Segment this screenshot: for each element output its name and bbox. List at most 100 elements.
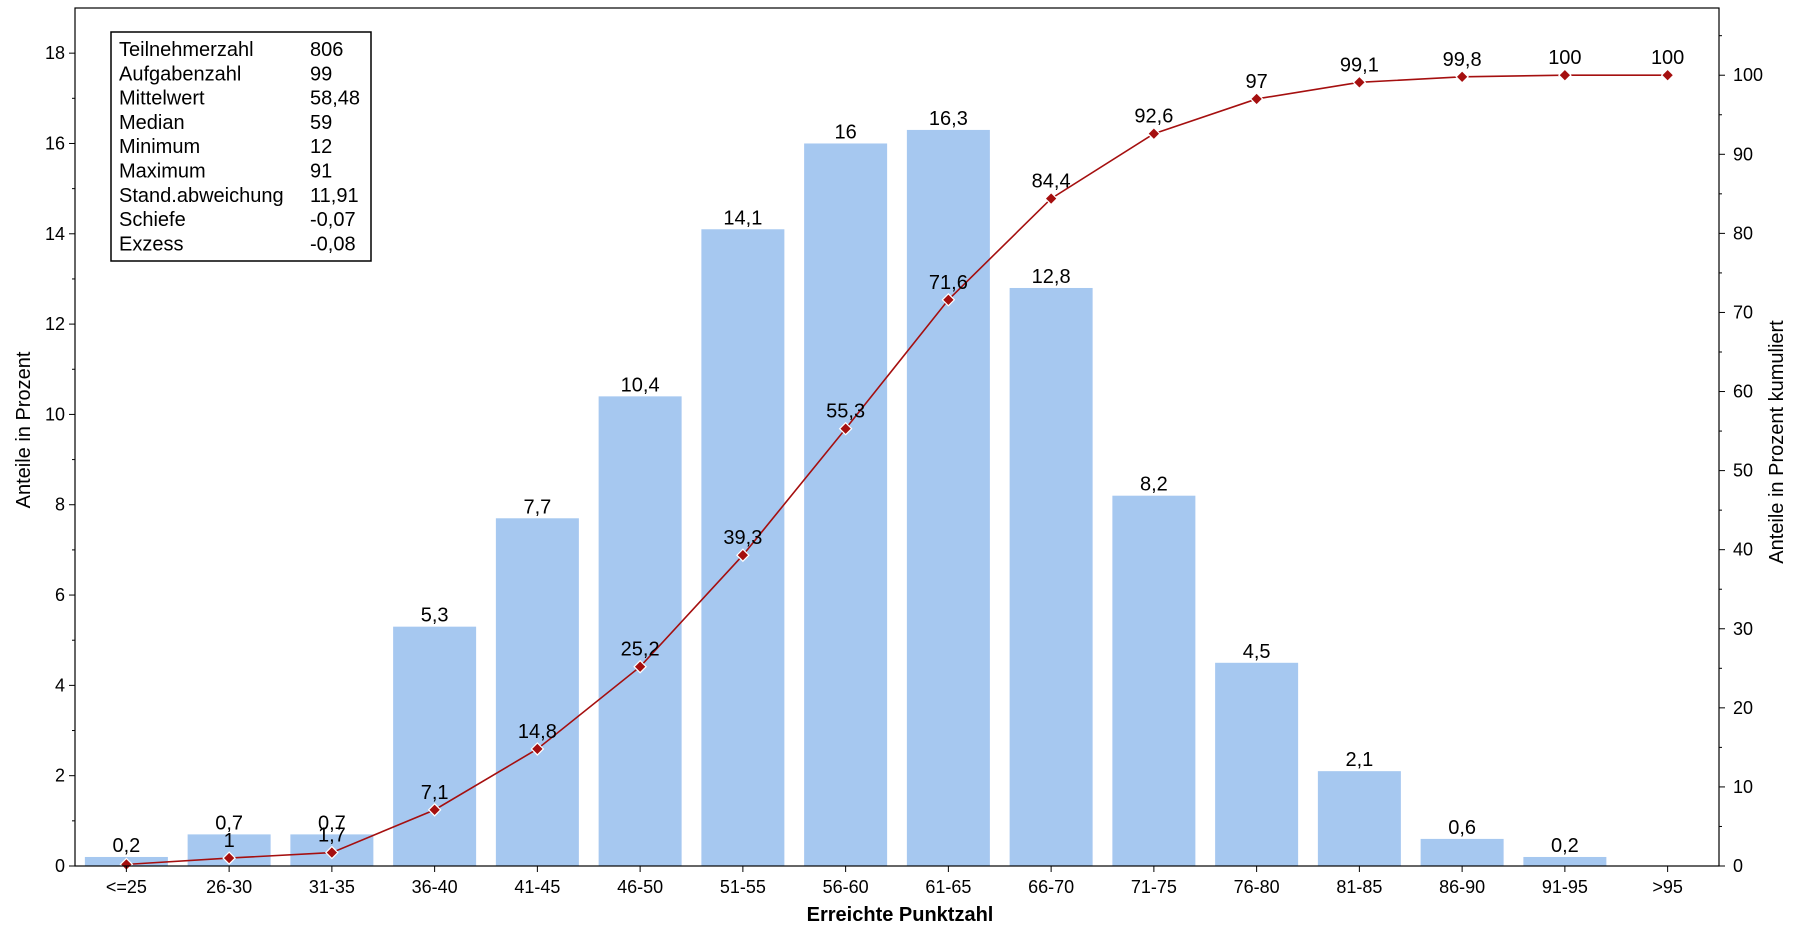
y-tick-label-right: 90	[1733, 144, 1753, 164]
cumulative-value-label: 99,1	[1340, 54, 1379, 76]
bar	[1009, 287, 1093, 866]
bar-value-label: 14,1	[723, 207, 762, 229]
stats-value: -0,08	[310, 233, 356, 255]
stats-key: Stand.abweichung	[119, 185, 284, 207]
cumulative-value-label: 1	[224, 830, 235, 852]
y-tick-label-right: 100	[1733, 65, 1763, 85]
cumulative-value-label: 92,6	[1134, 106, 1173, 128]
y-tick-label-left: 10	[45, 404, 65, 424]
cumulative-value-label: 100	[1651, 47, 1684, 69]
cumulative-point	[941, 292, 956, 307]
stats-key: Aufgabenzahl	[119, 63, 241, 85]
bar-value-label: 4,5	[1243, 641, 1271, 663]
bar	[1523, 856, 1607, 866]
x-tick-label: 26-30	[206, 877, 252, 897]
bar	[804, 143, 888, 866]
cumulative-point	[1558, 68, 1572, 83]
cumulative-point	[736, 548, 750, 563]
bar	[906, 129, 990, 866]
stats-value: 59	[310, 112, 332, 134]
stats-key: Schiefe	[119, 209, 186, 231]
bar-value-label: 8,2	[1140, 474, 1168, 496]
x-tick-label: 71-75	[1131, 877, 1177, 897]
x-tick-label: 86-90	[1439, 877, 1485, 897]
x-axis-title: Erreichte Punktzahl	[807, 904, 994, 925]
y-tick-label-left: 12	[45, 314, 65, 334]
x-tick-label: 36-40	[412, 877, 458, 897]
x-tick-label: 56-60	[823, 877, 869, 897]
y-tick-label-right: 60	[1733, 382, 1753, 402]
bar-value-label: 0,2	[1551, 835, 1579, 857]
y-tick-label-right: 80	[1733, 223, 1753, 243]
stats-value: 12	[310, 136, 332, 158]
cumulative-data-labels: 1 1,7 7,1 14,8 25,2 39,3 55,3 71,6 84,4 92,6 97 99,…	[224, 47, 1685, 852]
bar	[598, 396, 682, 866]
y-tick-label-left: 8	[55, 495, 65, 515]
x-tick-label: 91-95	[1542, 877, 1588, 897]
statistics-box: Teilnehmerzahl 806 Aufgabenzahl 99 Mittelwer…	[110, 31, 372, 262]
cumulative-point	[1455, 69, 1469, 84]
stats-key: Median	[119, 112, 185, 134]
bar-value-label: 0,6	[1448, 817, 1476, 839]
cumulative-point	[838, 421, 853, 436]
y-tick-label-left: 0	[55, 856, 65, 876]
cumulative-value-label: 100	[1548, 47, 1581, 69]
stats-value: 99	[310, 63, 332, 85]
bar	[1112, 495, 1196, 866]
cumulative-point	[530, 742, 545, 756]
x-tick-label: 31-35	[309, 877, 355, 897]
cumulative-point	[325, 845, 339, 860]
bar	[1317, 771, 1401, 866]
bar-value-label: 10,4	[621, 374, 660, 396]
y-tick-label-right: 50	[1733, 461, 1753, 481]
stats-value: 806	[310, 39, 343, 61]
y-tick-label-right: 0	[1733, 856, 1743, 876]
bar-value-label: 12,8	[1032, 266, 1071, 288]
cumulative-point	[1352, 75, 1367, 90]
stats-value: 11,91	[310, 185, 359, 207]
x-tick-label: 66-70	[1028, 877, 1074, 897]
cumulative-line-series	[119, 68, 1675, 872]
cumulative-value-label: 71,6	[929, 272, 968, 294]
x-tick-label: <=25	[106, 877, 147, 897]
cumulative-value-label: 97	[1246, 71, 1268, 93]
y-tick-label-left: 18	[45, 43, 65, 63]
y-tick-label-left: 4	[55, 675, 65, 695]
stats-value: -0,07	[310, 209, 356, 231]
bar-value-label: 16	[835, 121, 857, 143]
bar	[1215, 662, 1299, 866]
stats-value: 58,48	[310, 88, 360, 110]
x-tick-label: 51-55	[720, 877, 766, 897]
y-tick-label-left: 16	[45, 133, 65, 153]
plot-frame	[74, 7, 1720, 867]
cumulative-value-label: 99,8	[1443, 49, 1482, 71]
bar-data-labels: 0,2 0,7 0,7 5,3 7,7 10,4 14,1 16 16,3 12,8 8,2 4,5 2…	[112, 108, 1578, 857]
cumulative-point	[1660, 68, 1675, 83]
x-tick-label: 46-50	[617, 877, 663, 897]
statistics-box-frame	[110, 31, 372, 262]
bar	[701, 229, 785, 866]
cumulative-point	[427, 803, 442, 817]
axes: 0 2 4 6 8 10 12 14 16 18 0 10 20 30 40 50 60 70 80 90 100 <=2…	[45, 7, 1763, 897]
cumulative-value-label: 7,1	[421, 782, 449, 804]
cumulative-value-label: 39,3	[723, 527, 762, 549]
y-tick-label-right: 10	[1733, 777, 1753, 797]
stats-key: Minimum	[119, 136, 200, 158]
stats-key: Mittelwert	[119, 88, 205, 110]
bar-value-label: 0,7	[215, 812, 243, 834]
stats-value: 91	[310, 161, 332, 183]
cumulative-value-label: 84,4	[1032, 171, 1071, 193]
bar-series	[84, 129, 1607, 866]
stats-key: Teilnehmerzahl	[119, 39, 254, 61]
cumulative-point	[222, 851, 236, 865]
x-tick-label: 61-65	[925, 877, 971, 897]
bar-value-label: 16,3	[929, 108, 968, 130]
x-tick-label: 76-80	[1234, 877, 1280, 897]
bar-value-label: 2,1	[1345, 749, 1373, 771]
x-tick-label: 81-85	[1336, 877, 1382, 897]
y-tick-label-left: 2	[55, 766, 65, 786]
bar-value-label: 0,2	[112, 835, 140, 857]
cumulative-point	[1147, 126, 1161, 141]
bar-value-label: 7,7	[523, 496, 551, 518]
